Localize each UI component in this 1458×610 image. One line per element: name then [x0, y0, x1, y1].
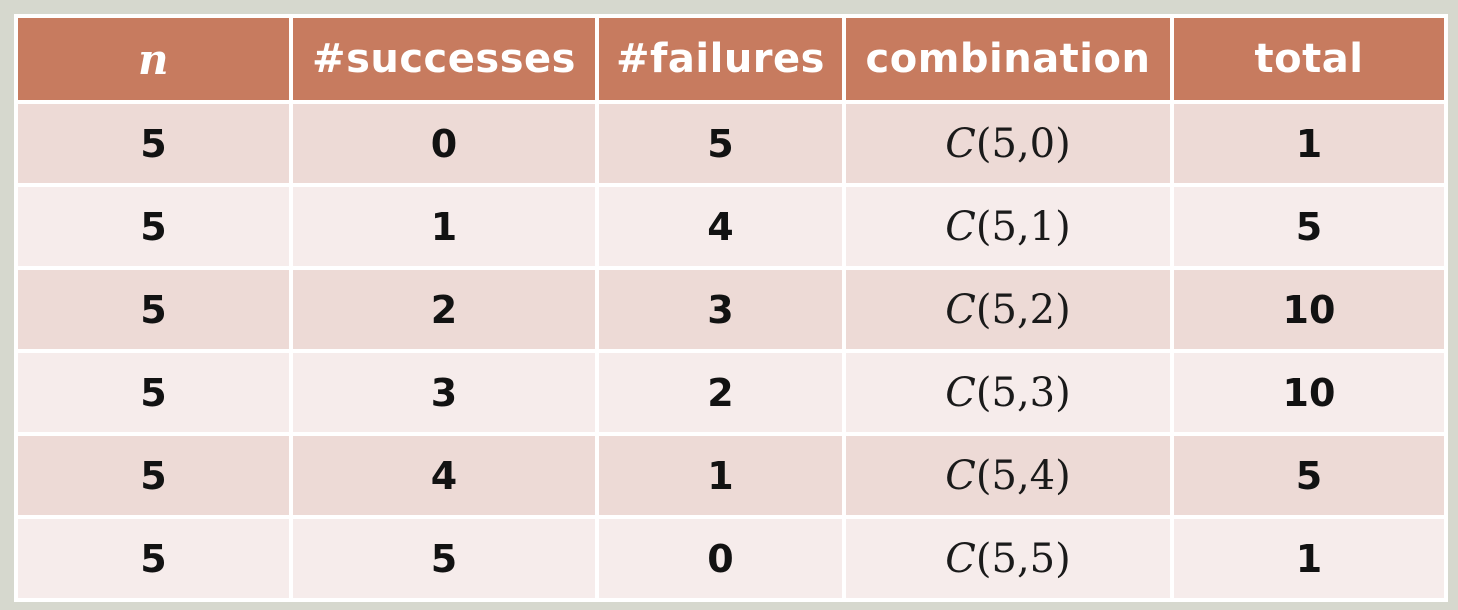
cell-combination: C(5,2): [842, 266, 1174, 353]
cell-successes: 0: [289, 100, 599, 187]
cell-n: 5: [14, 515, 293, 602]
table-row: 5 3 2 C(5,3) 10: [14, 349, 1448, 436]
table-row: 5 0 5 C(5,0) 1: [14, 100, 1448, 187]
table-row: 5 1 4 C(5,1) 5: [14, 183, 1448, 270]
table-header: n #successes #failures combination total: [14, 14, 1448, 104]
cell-successes: 1: [289, 183, 599, 270]
combination-arguments: (5,3): [975, 369, 1071, 416]
cell-failures: 4: [595, 183, 846, 270]
combinations-table-container: n #successes #failures combination total…: [14, 14, 1448, 602]
cell-failures: 2: [595, 349, 846, 436]
combination-arguments: (5,4): [975, 452, 1071, 499]
cell-combination: C(5,4): [842, 432, 1174, 519]
combination-function: C: [945, 369, 976, 416]
cell-total: 10: [1170, 349, 1448, 436]
cell-failures: 3: [595, 266, 846, 353]
cell-total: 5: [1170, 432, 1448, 519]
cell-n: 5: [14, 349, 293, 436]
combination-function: C: [945, 286, 976, 333]
cell-n: 5: [14, 100, 293, 187]
combination-arguments: (5,2): [975, 286, 1071, 333]
cell-total: 1: [1170, 515, 1448, 602]
cell-successes: 2: [289, 266, 599, 353]
combination-function: C: [945, 535, 976, 582]
cell-total: 10: [1170, 266, 1448, 353]
combination-arguments: (5,5): [975, 535, 1071, 582]
combination-function: C: [945, 452, 976, 499]
cell-successes: 3: [289, 349, 599, 436]
header-combination: combination: [842, 14, 1174, 104]
cell-combination: C(5,0): [842, 100, 1174, 187]
cell-failures: 5: [595, 100, 846, 187]
header-failures: #failures: [595, 14, 846, 104]
header-total: total: [1170, 14, 1448, 104]
header-row: n #successes #failures combination total: [14, 14, 1448, 104]
table-row: 5 2 3 C(5,2) 10: [14, 266, 1448, 353]
combinations-table: n #successes #failures combination total…: [14, 14, 1448, 602]
cell-total: 5: [1170, 183, 1448, 270]
cell-combination: C(5,3): [842, 349, 1174, 436]
cell-n: 5: [14, 432, 293, 519]
cell-n: 5: [14, 266, 293, 353]
cell-combination: C(5,5): [842, 515, 1174, 602]
combination-arguments: (5,0): [975, 120, 1071, 167]
table-body: 5 0 5 C(5,0) 1 5 1 4 C(5,1) 5 5 2 3: [14, 100, 1448, 602]
cell-total: 1: [1170, 100, 1448, 187]
cell-failures: 0: [595, 515, 846, 602]
header-n: n: [14, 14, 293, 104]
combination-function: C: [945, 203, 976, 250]
combination-arguments: (5,1): [975, 203, 1071, 250]
cell-n: 5: [14, 183, 293, 270]
cell-failures: 1: [595, 432, 846, 519]
combination-function: C: [945, 120, 976, 167]
table-row: 5 5 0 C(5,5) 1: [14, 515, 1448, 602]
cell-combination: C(5,1): [842, 183, 1174, 270]
header-successes: #successes: [289, 14, 599, 104]
cell-successes: 5: [289, 515, 599, 602]
cell-successes: 4: [289, 432, 599, 519]
table-row: 5 4 1 C(5,4) 5: [14, 432, 1448, 519]
